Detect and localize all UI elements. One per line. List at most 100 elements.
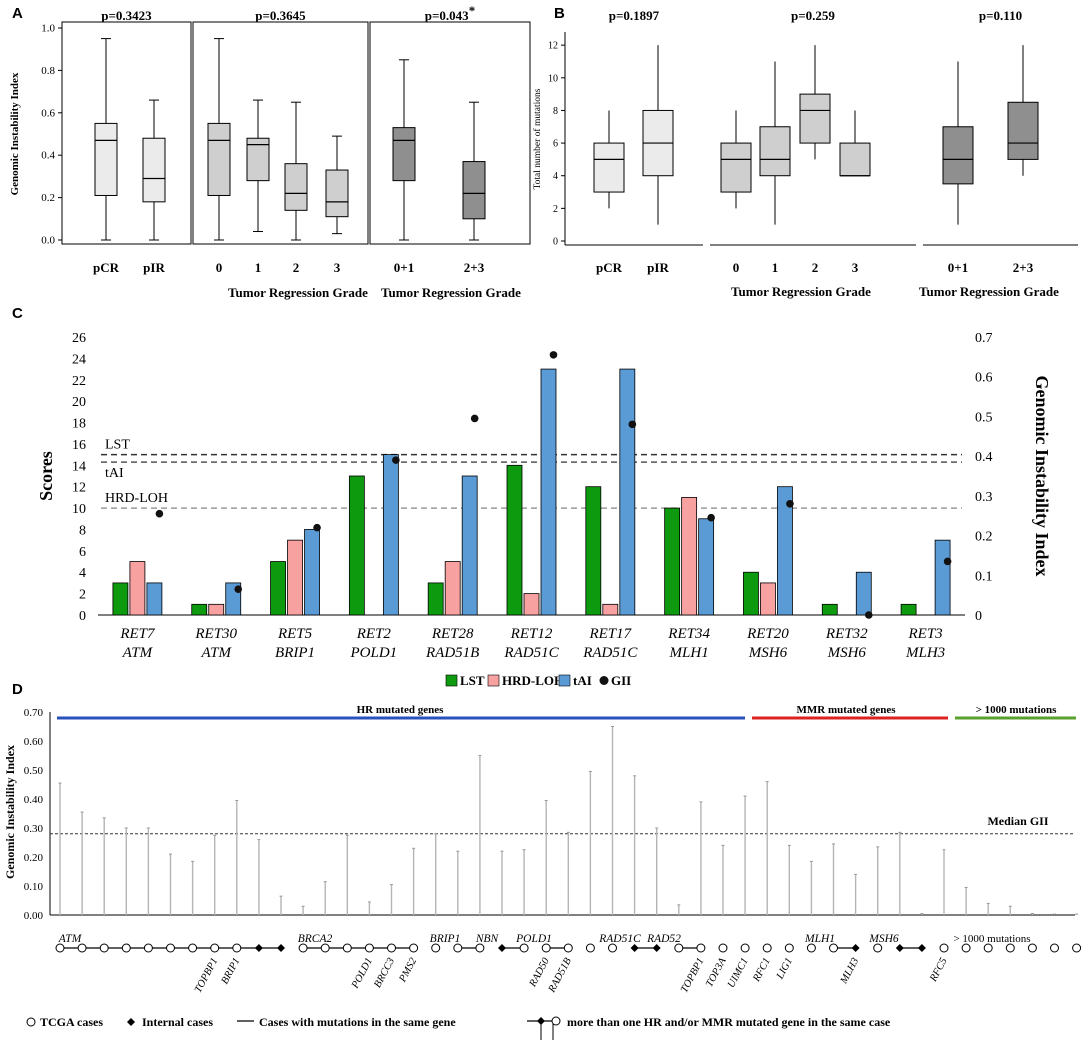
tcga-case-marker (1005, 943, 1015, 953)
section-label: HR mutated genes (357, 704, 444, 716)
significance-mark: * (469, 3, 476, 18)
category-gene-label: MLH1 (669, 645, 709, 661)
y2-tick-label: 0.5 (975, 410, 993, 425)
bar-tai (619, 368, 636, 616)
y2-axis-label: Genomic Instability Index (1032, 375, 1052, 576)
legend-swatch-lst (445, 674, 458, 687)
bar-lst (191, 603, 208, 616)
box-category-label: 1 (772, 260, 779, 275)
y-tick-label: 0.40 (24, 794, 44, 806)
tcga-case-marker (1072, 943, 1082, 953)
tcga-case-marker (1027, 943, 1037, 953)
panel-label-a: A (12, 5, 23, 22)
y-tick-label: 12 (72, 481, 86, 496)
box-iqr (759, 126, 791, 177)
tcga-case-marker (320, 943, 330, 953)
y-tick-label: 22 (72, 374, 86, 389)
internal-case-marker (652, 944, 661, 952)
tcga-case-marker (1050, 943, 1059, 953)
group-x-label: Tumor Regression Grade (381, 285, 521, 300)
group-x-label: Tumor Regression Grade (919, 284, 1059, 299)
y-tick-label: 1.0 (41, 23, 55, 35)
y-tick-label: 10 (548, 73, 558, 84)
p-value-label: p=0.259 (791, 8, 835, 23)
y-tick-label: 16 (72, 438, 86, 453)
category-gene-label: RAD51B (425, 645, 479, 661)
tcga-case-marker (541, 943, 551, 953)
bar-lst (427, 582, 444, 616)
bar-hrd-loh (208, 603, 225, 616)
category-gene-label: ATM (122, 645, 154, 661)
box-category-label: 2 (293, 260, 300, 275)
tcga-case-marker (409, 943, 419, 953)
tcga-case-marker (939, 943, 949, 953)
internal-case-marker (277, 944, 285, 952)
y-tick-label: 0.50 (24, 765, 44, 777)
tcga-case-marker (519, 943, 529, 953)
bar-hrd-loh (681, 496, 698, 616)
category-case-label: RET7 (119, 626, 156, 642)
gene-label-bottom: RFC5 (928, 956, 950, 984)
gii-point (549, 351, 558, 359)
box-category-label: pCR (596, 260, 623, 275)
y-tick-label: 8 (553, 106, 558, 117)
legend-internal-marker (127, 1018, 135, 1026)
gene-label-bottom: BRIP1 (220, 956, 243, 986)
y-tick-label: 20 (72, 395, 86, 410)
section-label: > 1000 mutations (976, 704, 1058, 716)
tcga-case-marker (121, 943, 131, 953)
y-tick-label: 2 (553, 204, 558, 215)
category-case-label: RET34 (667, 626, 710, 642)
bar-tai (540, 368, 557, 616)
section-label: MMR mutated genes (797, 704, 897, 716)
legend-label-gii: GII (611, 673, 631, 688)
y2-tick-label: 0.1 (975, 569, 993, 584)
category-case-label: RET30 (194, 626, 237, 642)
bar-tai (382, 454, 399, 616)
bar-lst (743, 571, 759, 616)
gene-label-top: BRIP1 (430, 933, 461, 945)
bar-tai (698, 518, 715, 616)
group-frame (369, 21, 531, 245)
tcga-case-marker (298, 943, 308, 953)
legend-d: TCGA cases Internal cases Cases with mut… (26, 1015, 891, 1040)
legend-label-hrd-loh: HRD-LOH (502, 673, 564, 688)
y2-tick-label: 0.7 (975, 331, 993, 346)
y-tick-label: 14 (72, 459, 86, 474)
tcga-case-marker (342, 943, 352, 953)
tcga-case-marker (608, 943, 617, 953)
gene-label-bottom: LIG1 (774, 956, 795, 982)
category-gene-label: MSH6 (827, 645, 867, 661)
p-value-label: p=0.043* (425, 3, 475, 23)
y-tick-label: 8 (79, 523, 86, 538)
y-tick-label: 0.0 (41, 235, 55, 247)
legend-same-gene-label: Cases with mutations in the same gene (259, 1015, 456, 1029)
box-category-label: 3 (334, 260, 341, 275)
y-tick-label: 24 (72, 352, 86, 367)
box-category-label: 2+3 (464, 260, 485, 275)
gene-label-top: RAD51C (598, 933, 641, 945)
bar-tai (461, 475, 478, 616)
threshold-label: HRD-LOH (105, 491, 168, 506)
y-tick-label: 4 (553, 171, 558, 182)
y2-tick-label: 0.6 (975, 371, 993, 386)
y2-tick-label: 0.3 (975, 490, 993, 505)
bar-lst (270, 561, 286, 616)
y2-tick-label: 0.4 (975, 450, 993, 465)
gene-label-bottom: TOPBP1 (193, 956, 220, 994)
gii-point (234, 585, 243, 593)
y-tick-label: 10 (72, 502, 86, 517)
bar-hrd-loh (523, 593, 540, 616)
p-value-label: p=0.1897 (609, 8, 660, 23)
y-tick-label: 0 (553, 237, 558, 248)
tcga-case-marker (431, 943, 441, 953)
legend-swatch-hrd-loh (487, 674, 500, 687)
legend-label-lst: LST (460, 673, 485, 688)
bar-hrd-loh (602, 603, 619, 616)
bar-lst (506, 464, 523, 616)
tcga-case-marker (143, 943, 153, 953)
category-gene-label: RAD51C (503, 645, 559, 661)
tcga-case-marker (806, 943, 816, 953)
bar-lst (585, 486, 602, 616)
